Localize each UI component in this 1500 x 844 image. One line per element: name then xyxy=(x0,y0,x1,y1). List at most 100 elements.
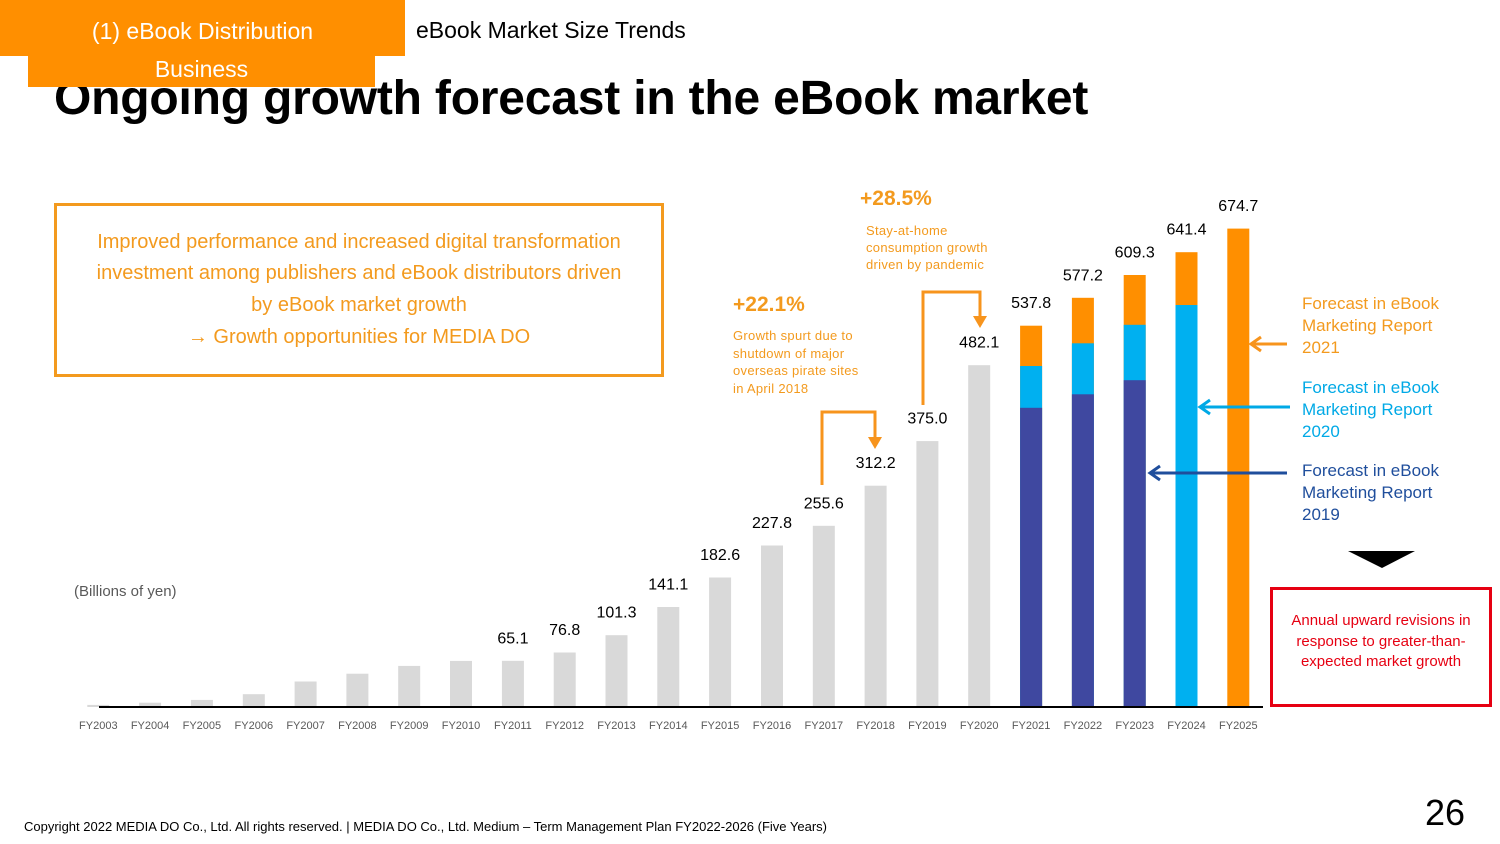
bar-forecast-2019-fy2021 xyxy=(1020,407,1043,707)
annotation-text-2018: Growth spurt due to shutdown of major ov… xyxy=(733,327,859,397)
legend-line: Forecast in eBook xyxy=(1302,294,1440,313)
data-label: 482.1 xyxy=(959,335,999,352)
x-tick-label: FY2009 xyxy=(390,720,429,732)
data-label: 674.7 xyxy=(1218,198,1258,215)
bar-actual-fy2005 xyxy=(190,699,213,707)
annotation-pct-2018: +22.1% xyxy=(733,293,805,316)
data-label: 537.8 xyxy=(1011,295,1051,312)
legend-line: Forecast in eBook xyxy=(1302,461,1440,480)
bars-group xyxy=(87,228,1250,707)
bar-forecast-2020-fy2024 xyxy=(1175,305,1198,707)
bar-actual-fy2015 xyxy=(709,577,732,707)
bar-actual-fy2017 xyxy=(812,525,835,707)
bar-actual-fy2007 xyxy=(294,681,317,707)
x-tick-label: FY2012 xyxy=(545,720,584,732)
y-unit-label: (Billions of yen) xyxy=(74,583,177,600)
bar-actual-fy2016 xyxy=(761,545,783,707)
annotation-line: consumption growth xyxy=(866,240,988,255)
bar-actual-fy2013 xyxy=(605,635,628,707)
callout-line: Improved performance and increased digit… xyxy=(97,230,621,253)
callout-line: → Growth opportunities for MEDIA DO xyxy=(187,325,531,348)
bar-actual-fy2012 xyxy=(553,652,576,707)
x-tick-label: FY2019 xyxy=(908,720,947,732)
x-tick-label: FY2021 xyxy=(1012,720,1051,732)
page-number: 26 xyxy=(1425,792,1466,833)
bar-actual-fy2009 xyxy=(398,665,421,707)
copyright-footer: Copyright 2022 MEDIA DO Co., Ltd. All ri… xyxy=(24,819,827,834)
callout-line: by eBook market growth xyxy=(251,294,467,316)
annotation-line: Growth spurt due to xyxy=(733,328,853,343)
callout-box: Improved performance and increased digit… xyxy=(54,203,664,377)
bar-actual-fy2011 xyxy=(501,660,524,707)
annotation-arrow-2020 xyxy=(921,290,987,405)
bar-actual-fy2006 xyxy=(242,694,265,707)
bar-forecast-2021-fy2025 xyxy=(1227,228,1250,707)
data-labels: 65.1 76.8 101.3 141.1 182.6 227.8 255.6 312.2 37… xyxy=(497,198,1258,647)
slide-subtitle: eBook Market Size Trends xyxy=(416,17,686,43)
x-tick-label: FY2016 xyxy=(753,720,792,732)
data-label: 255.6 xyxy=(804,495,844,512)
x-tick-label: FY2006 xyxy=(235,720,274,732)
legend-line: Marketing Report xyxy=(1302,316,1433,335)
x-tick-label: FY2008 xyxy=(338,720,377,732)
bar-actual-fy2010 xyxy=(450,660,472,707)
legend-item-2020: Forecast in eBook Marketing Report 2020 xyxy=(1302,377,1439,443)
annotation-pct-2020: +28.5% xyxy=(860,187,932,210)
legend-arrow-2020 xyxy=(1197,398,1290,416)
x-tick-label: FY2005 xyxy=(183,720,222,732)
section-tab-label-line2: Business xyxy=(154,56,249,82)
bar-forecast-2019-fy2022 xyxy=(1071,394,1094,707)
annotation-line: overseas pirate sites xyxy=(733,363,859,379)
annotation-arrow-2018 xyxy=(820,410,882,485)
x-tick-label: FY2017 xyxy=(805,720,844,732)
legend-line: 2021 xyxy=(1302,338,1340,357)
annotation-line: Stay-at-home xyxy=(866,223,948,238)
note-line: expected market growth xyxy=(1300,653,1462,670)
legend-line: Marketing Report xyxy=(1302,483,1433,502)
data-label: 227.8 xyxy=(752,515,792,532)
data-label: 375.0 xyxy=(907,411,947,428)
data-label: 182.6 xyxy=(700,547,740,564)
bar-actual-fy2014 xyxy=(657,607,680,707)
x-tick-label: FY2015 xyxy=(701,720,740,732)
legend-line: 2019 xyxy=(1302,505,1340,524)
upward-revision-note: Annual upward revisions in response to g… xyxy=(1270,587,1492,707)
bar-actual-fy2020 xyxy=(968,365,991,707)
x-tick-label: FY2013 xyxy=(597,720,636,732)
data-label: 577.2 xyxy=(1063,267,1103,284)
data-label: 65.1 xyxy=(497,630,528,647)
x-tick-label: FY2003 xyxy=(79,720,118,732)
x-tick-labels: FY2003 FY2004 FY2005 FY2006 FY2007 FY2008 FY20… xyxy=(79,720,1258,732)
legend-item-2021: Forecast in eBook Marketing Report 2021 xyxy=(1302,293,1439,359)
x-tick-label: FY2011 xyxy=(494,720,532,732)
section-tab: (1) eBook Distribution xyxy=(0,0,405,56)
legend-line: Marketing Report xyxy=(1302,400,1433,419)
data-label: 641.4 xyxy=(1166,222,1206,239)
x-tick-label: FY2025 xyxy=(1219,720,1258,732)
callout-line: investment among publishers and eBook di… xyxy=(96,262,622,285)
data-label: 141.1 xyxy=(648,577,688,594)
legend-line: 2020 xyxy=(1302,422,1340,441)
annotation-line: driven by pandemic xyxy=(866,257,985,272)
annotation-text-2020: Stay-at-home consumption growth driven b… xyxy=(866,222,988,273)
annotation-line: in April 2018 xyxy=(733,380,809,396)
x-tick-label: FY2023 xyxy=(1115,720,1154,732)
legend-item-2019: Forecast in eBook Marketing Report 2019 xyxy=(1302,460,1439,526)
x-tick-label: FY2010 xyxy=(442,720,481,732)
annotation-line: shutdown of major xyxy=(733,345,845,361)
note-line: response to greater-than- xyxy=(1296,632,1466,650)
bar-forecast-2019-fy2023 xyxy=(1123,380,1146,707)
section-tab-label: (1) eBook Distribution xyxy=(91,18,314,44)
data-label: 312.2 xyxy=(856,455,896,472)
x-tick-label: FY2024 xyxy=(1167,720,1206,732)
data-label: 609.3 xyxy=(1115,245,1155,262)
data-label: 76.8 xyxy=(549,622,580,639)
legend-arrow-2021 xyxy=(1248,335,1287,353)
bar-actual-fy2003 xyxy=(87,704,110,707)
bar-actual-fy2004 xyxy=(139,702,162,707)
x-tick-label: FY2007 xyxy=(286,720,325,732)
bar-actual-fy2018 xyxy=(864,485,887,707)
x-tick-label: FY2004 xyxy=(131,720,170,732)
section-tab-continuation: Business xyxy=(28,56,375,87)
